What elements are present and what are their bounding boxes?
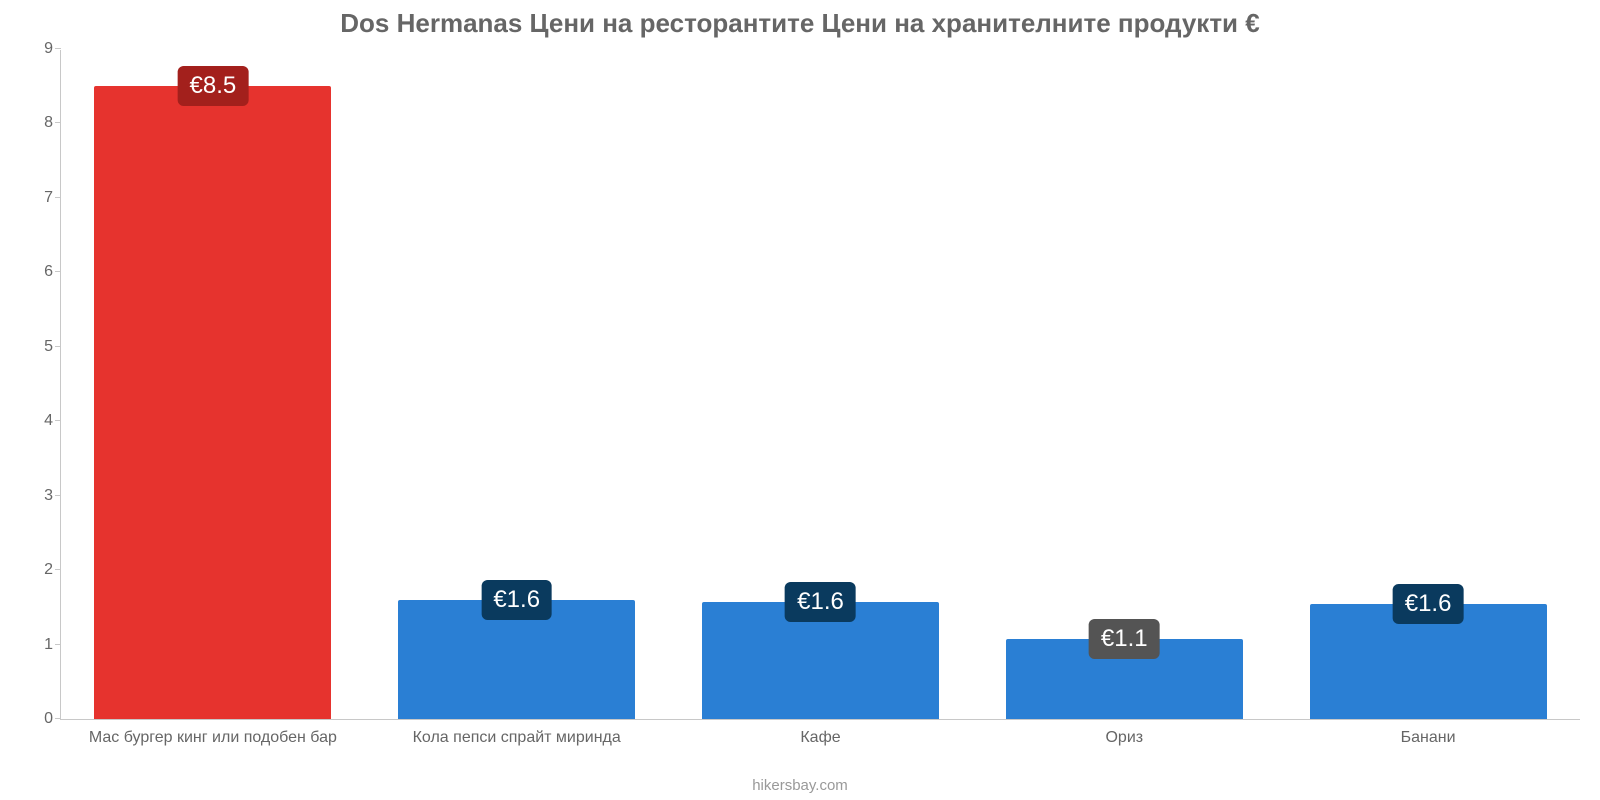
y-tick-label: 9 <box>44 40 61 58</box>
bar-value-label: €1.6 <box>785 582 856 622</box>
bar-slot: €1.6Кола пепси спрайт миринда <box>365 50 669 719</box>
y-tick-label: 6 <box>44 263 61 281</box>
y-tick-mark <box>55 495 61 496</box>
y-tick-label: 0 <box>44 710 61 728</box>
attribution-text: hikersbay.com <box>0 777 1600 794</box>
bar-value-label: €1.6 <box>481 580 552 620</box>
chart-container: Dos Hermanas Цени на ресторантите Цени н… <box>0 0 1600 800</box>
y-tick-label: 8 <box>44 114 61 132</box>
y-tick-mark <box>55 122 61 123</box>
y-tick-mark <box>55 718 61 719</box>
bar <box>94 86 331 719</box>
bar-value-label: €8.5 <box>178 66 249 106</box>
y-tick-mark <box>55 346 61 347</box>
y-tick-label: 4 <box>44 412 61 430</box>
bar-value-label: €1.6 <box>1393 584 1464 624</box>
y-tick-mark <box>55 197 61 198</box>
y-tick-mark <box>55 569 61 570</box>
chart-title: Dos Hermanas Цени на ресторантите Цени н… <box>0 8 1600 39</box>
x-tick-label: Кафе <box>800 719 840 747</box>
bar-slot: €8.5Мас бургер кинг или подобен бар <box>61 50 365 719</box>
x-tick-label: Кола пепси спрайт миринда <box>413 719 621 747</box>
x-tick-label: Мас бургер кинг или подобен бар <box>89 719 337 747</box>
x-tick-label: Банани <box>1401 719 1456 747</box>
bars-region: €8.5Мас бургер кинг или подобен бар€1.6К… <box>61 50 1580 719</box>
y-tick-label: 5 <box>44 338 61 356</box>
y-tick-label: 3 <box>44 487 61 505</box>
bar-slot: €1.6Банани <box>1276 50 1580 719</box>
y-tick-label: 2 <box>44 561 61 579</box>
y-tick-mark <box>55 420 61 421</box>
y-tick-mark <box>55 48 61 49</box>
y-tick-label: 7 <box>44 189 61 207</box>
bar-value-label: €1.1 <box>1089 619 1160 659</box>
y-tick-mark <box>55 644 61 645</box>
bar-slot: €1.6Кафе <box>669 50 973 719</box>
plot-area: €8.5Мас бургер кинг или подобен бар€1.6К… <box>60 50 1580 720</box>
x-tick-label: Ориз <box>1105 719 1143 747</box>
y-tick-label: 1 <box>44 636 61 654</box>
bar-slot: €1.1Ориз <box>972 50 1276 719</box>
y-tick-mark <box>55 271 61 272</box>
